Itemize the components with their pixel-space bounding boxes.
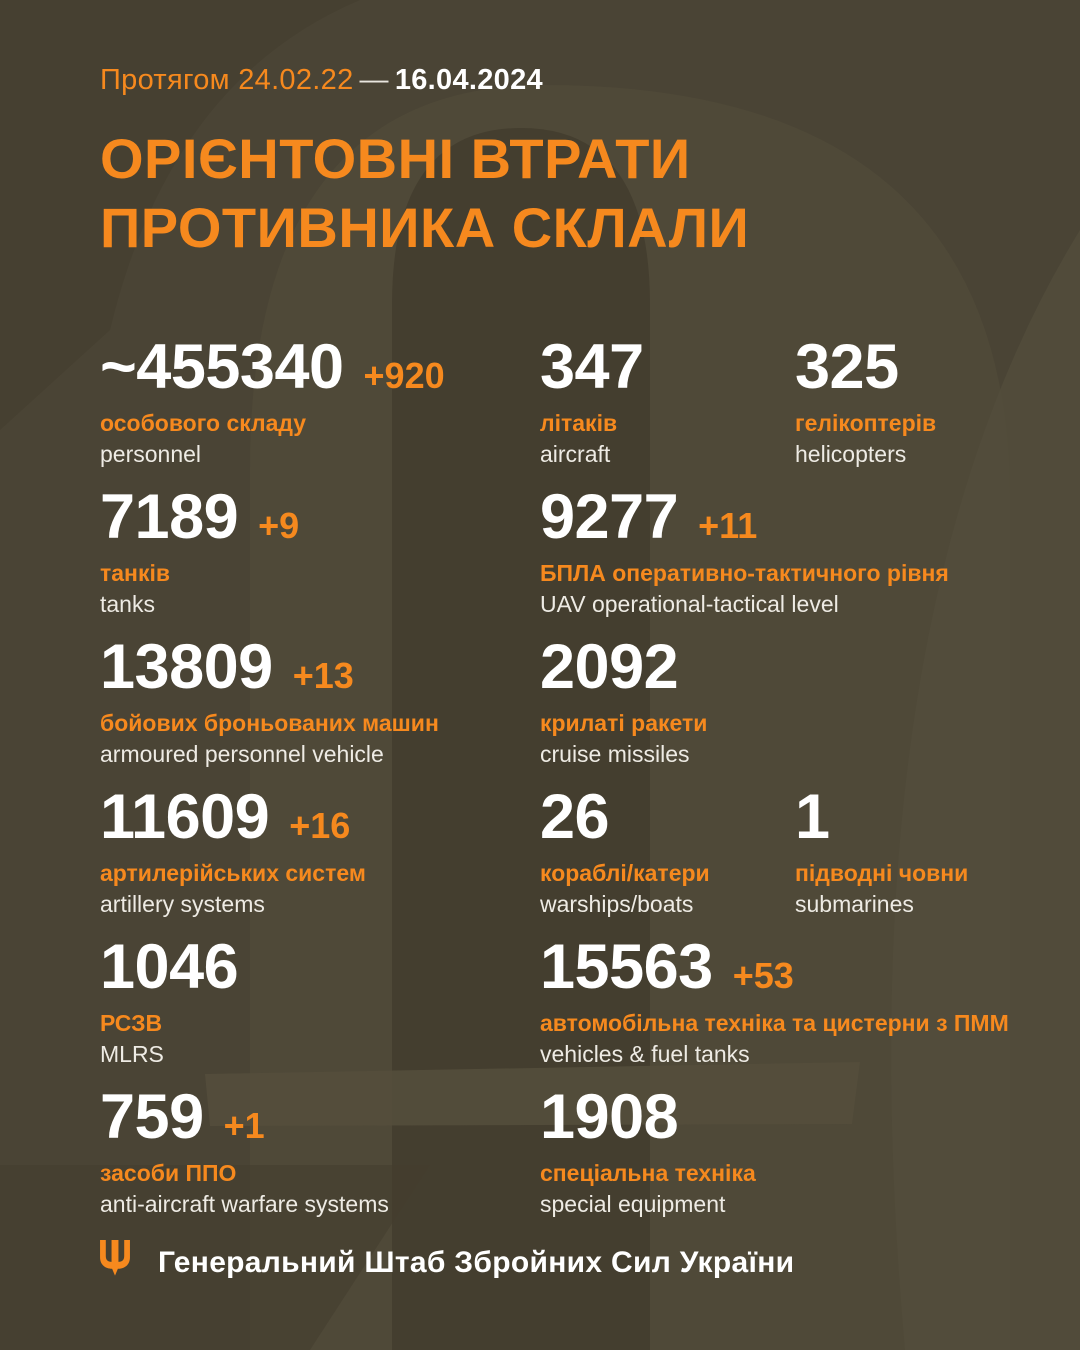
stat-value: 26 xyxy=(540,782,610,852)
stats-row: 759 +1 засоби ППО anti-aircraft warfare s… xyxy=(100,1082,1040,1237)
stat-aircraft: 347 літаків aircraft xyxy=(540,332,795,487)
stats-row: 1046 РСЗВ MLRS 15563 +53 автомобільна тех… xyxy=(100,932,1040,1087)
stats-row: 7189 +9 танків tanks 9277 +11 БПЛА операти… xyxy=(100,482,1040,637)
stat-label-uk: бойових броньованих машин xyxy=(100,709,439,736)
stat-delta: +53 xyxy=(732,955,794,996)
period-date: 16.04.2024 xyxy=(394,64,543,96)
stat-label-en: armoured personnel vehicle xyxy=(100,741,384,768)
stat-personnel: ~455340 +920 особового складу personnel xyxy=(100,332,540,487)
period-line: Протягом 24.02.22—16.04.2024 xyxy=(100,64,543,97)
title-line-1: ОРІЄНТОВНІ ВТРАТИ xyxy=(100,127,691,190)
title-line-2: ПРОТИВНИКА СКЛАЛИ xyxy=(100,196,750,260)
period-separator: — xyxy=(359,64,389,96)
stat-value: 15563 xyxy=(540,932,713,1002)
stat-label-uk: засоби ППО xyxy=(100,1159,237,1186)
stats-row: ~455340 +920 особового складу personnel 3… xyxy=(100,332,1040,487)
stat-submarines: 1 підводні човни submarines xyxy=(795,782,1040,937)
stat-delta: +920 xyxy=(363,355,445,396)
stat-delta: +16 xyxy=(289,805,351,846)
stat-value: 759 xyxy=(100,1082,204,1152)
stat-special-equipment: 1908 спеціальна техніка special equipmen… xyxy=(540,1082,1040,1237)
stat-value: 347 xyxy=(540,332,644,402)
stat-artillery: 11609 +16 артилерійських систем artillery… xyxy=(100,782,540,937)
stat-delta: +1 xyxy=(223,1105,265,1146)
stat-label-uk: кораблі/катери xyxy=(540,859,710,886)
stat-label-en: MLRS xyxy=(100,1041,164,1068)
stat-label-en: vehicles & fuel tanks xyxy=(540,1041,750,1068)
stat-label-en: anti-aircraft warfare systems xyxy=(100,1191,389,1218)
stat-vehicles-fuel-tanks: 15563 +53 автомобільна техніка та цистерн… xyxy=(540,932,1040,1087)
stat-tanks: 7189 +9 танків tanks xyxy=(100,482,540,637)
stat-label-uk: гелікоптерів xyxy=(795,409,937,436)
stat-label-uk: особового складу xyxy=(100,409,307,436)
stat-cruise-missiles: 2092 крилаті ракети cruise missiles xyxy=(540,632,1040,787)
stat-armoured-vehicles: 13809 +13 бойових броньованих машин armou… xyxy=(100,632,540,787)
stat-value: 2092 xyxy=(540,632,679,702)
stats-grid: ~455340 +920 особового складу personnel 3… xyxy=(100,332,1040,1237)
stat-value: 13809 xyxy=(100,632,273,702)
stat-value: ~455340 xyxy=(100,332,344,402)
stat-label-uk: артилерійських систем xyxy=(100,859,366,886)
stat-warships: 26 кораблі/катери warships/boats xyxy=(540,782,795,937)
stats-row: 13809 +13 бойових броньованих машин armou… xyxy=(100,632,1040,787)
stat-helicopters: 325 гелікоптерів helicopters xyxy=(795,332,1040,487)
stat-value: 1908 xyxy=(540,1082,679,1152)
stat-label-en: personnel xyxy=(100,441,202,468)
stat-label-en: artillery systems xyxy=(100,891,265,918)
stat-label-uk: літаків xyxy=(540,409,618,436)
stat-label-uk: танків xyxy=(100,559,170,586)
stat-label-en: helicopters xyxy=(795,441,907,468)
stat-label-uk: крилаті ракети xyxy=(540,709,708,736)
stat-label-uk: БПЛА оперативно-тактичного рівня xyxy=(540,559,949,586)
stat-value: 9277 xyxy=(540,482,679,552)
stat-delta: +9 xyxy=(258,505,300,546)
stat-value: 1 xyxy=(795,782,830,852)
stat-delta: +13 xyxy=(292,655,354,696)
stat-label-en: special equipment xyxy=(540,1191,726,1218)
stat-value: 11609 xyxy=(100,782,270,852)
page-title: ОРІЄНТОВНІ ВТРАТИ ПРОТИВНИКА СКЛАЛИ xyxy=(100,124,749,263)
stat-label-uk: спеціальна техніка xyxy=(540,1159,756,1186)
footer: Генеральний Штаб Збройних Сил України xyxy=(100,1240,794,1286)
period-prefix: Протягом 24.02.22 xyxy=(100,64,354,96)
stat-label-uk: автомобільна техніка та цистерни з ПММ xyxy=(540,1009,1009,1036)
trident-icon xyxy=(100,1240,130,1276)
stat-uav: 9277 +11 БПЛА оперативно-тактичного рівня… xyxy=(540,482,1040,637)
stat-delta: +11 xyxy=(698,505,758,546)
stat-value: 7189 xyxy=(100,482,239,552)
stat-label-en: submarines xyxy=(795,891,914,918)
stat-label-en: tanks xyxy=(100,591,155,618)
stat-value: 1046 xyxy=(100,932,239,1002)
stat-label-en: warships/boats xyxy=(540,891,694,918)
stat-label-en: cruise missiles xyxy=(540,741,690,768)
stat-value: 325 xyxy=(795,332,899,402)
stat-anti-aircraft: 759 +1 засоби ППО anti-aircraft warfare s… xyxy=(100,1082,540,1237)
stat-label-en: UAV operational-tactical level xyxy=(540,591,839,618)
stat-label-en: aircraft xyxy=(540,441,611,468)
stat-mlrs: 1046 РСЗВ MLRS xyxy=(100,932,540,1087)
stat-label-uk: РСЗВ xyxy=(100,1009,163,1036)
stats-row: 11609 +16 артилерійських систем artillery… xyxy=(100,782,1040,937)
stat-label-uk: підводні човни xyxy=(795,859,969,886)
footer-org-name: Генеральний Штаб Збройних Сил України xyxy=(158,1246,795,1279)
